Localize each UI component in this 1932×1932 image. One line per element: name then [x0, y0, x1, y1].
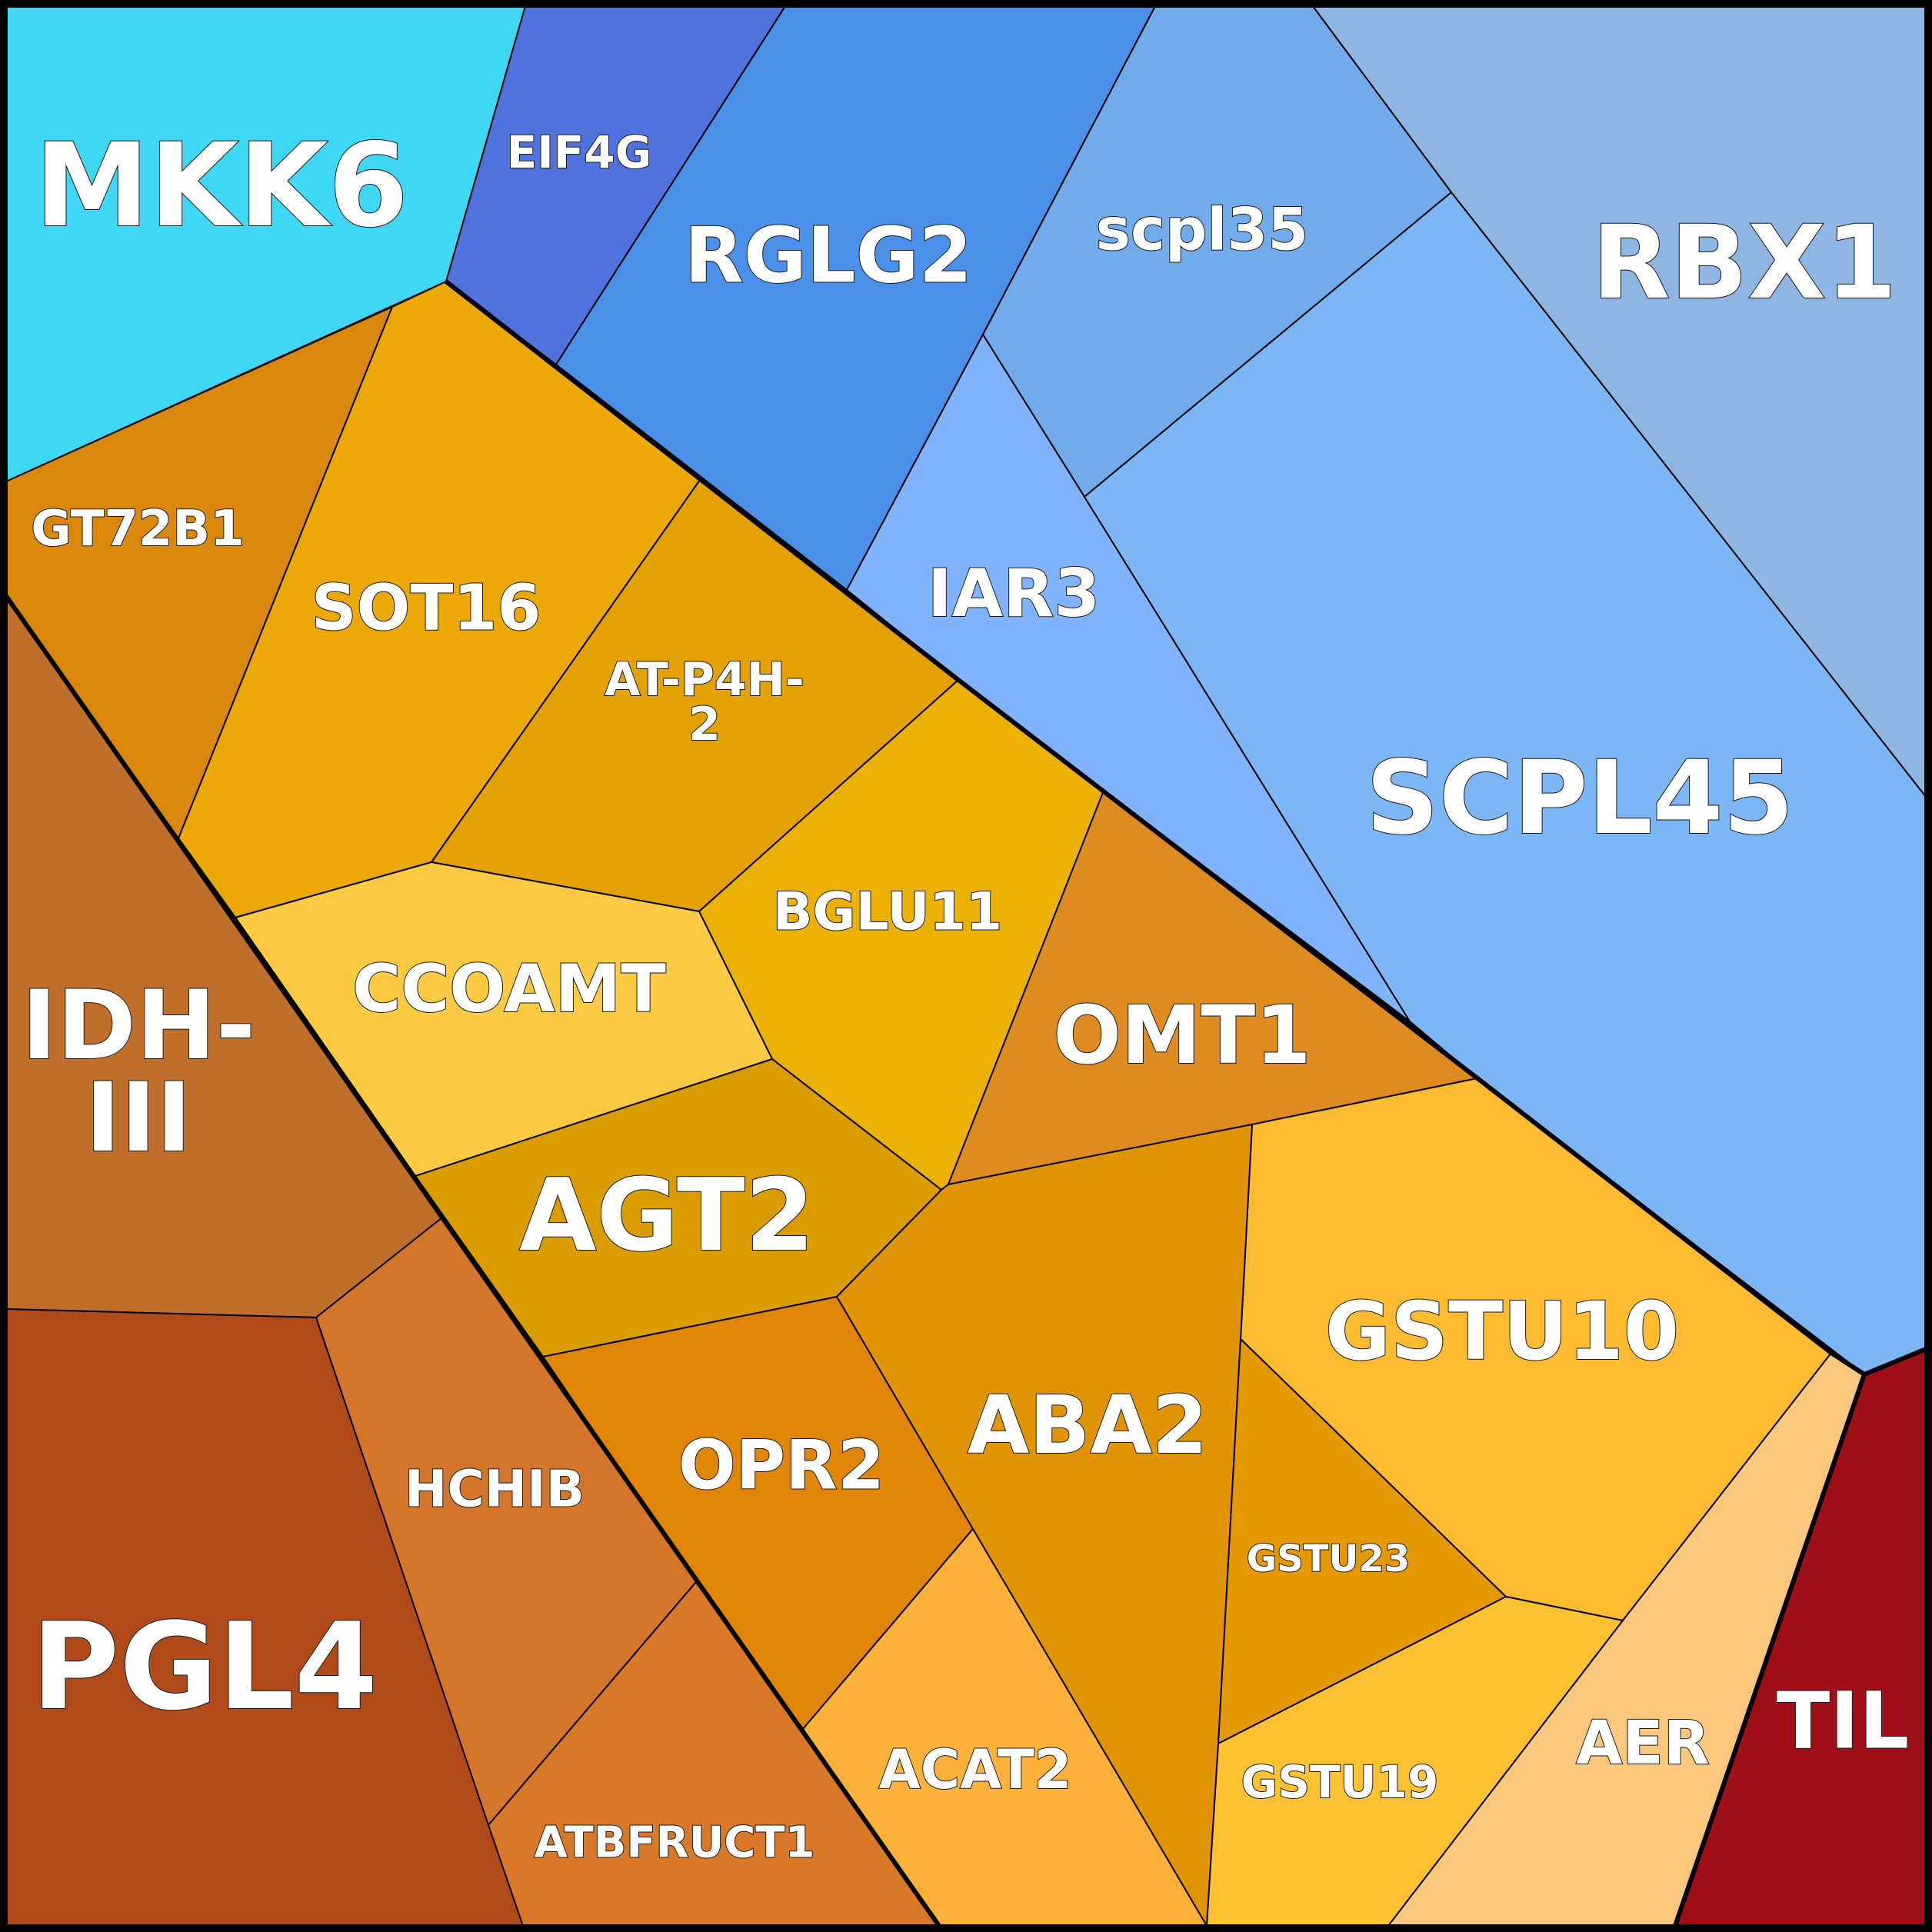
cell-label-idh3-line-1: III: [85, 1063, 192, 1174]
cell-label-gstu10: GSTU10: [1325, 1284, 1679, 1378]
labels-layer: MKK6 EIF4G RGLG2 scpl35 RBX1 IAR3 SCPL45 GT72B1…: [21, 118, 1910, 1869]
group-boundary-1: [4, 595, 941, 1927]
cell-label-gstu23: GSTU23: [1247, 1537, 1410, 1581]
cell-label-hchib: HCHIB: [405, 1460, 585, 1519]
cell-label-til: TIL: [1777, 1676, 1910, 1767]
cell-label-rbx1: RBX1: [1592, 204, 1897, 322]
cell-label-idh3: IDH-III: [22, 971, 255, 1174]
cell-label-gt72b1: GT72B1: [31, 501, 244, 558]
cell-label-atp4h2-line-0: AT-P4H-: [605, 653, 804, 707]
cell-label-sot16: SOT16: [311, 572, 541, 645]
cell-label-eif4g: EIF4G: [507, 126, 652, 178]
cell-label-atp4h2: AT-P4H-2: [605, 653, 804, 751]
cell-label-rglg2: RGLG2: [685, 211, 972, 301]
group-boundary-2: [1673, 1374, 1867, 1927]
cell-label-ccoamt: CCOAMT: [352, 951, 666, 1028]
cell-label-scpl35: scpl35: [1096, 195, 1309, 264]
cell-label-gstu19: GSTU19: [1241, 1756, 1439, 1808]
cell-label-atbfruct1: ATBFRUCT1: [535, 1818, 815, 1868]
cells-layer: [5, 5, 1927, 1927]
cell-label-omt1: OMT1: [1053, 988, 1311, 1082]
cell-label-opr2: OPR2: [678, 1426, 884, 1505]
cell-label-aba2: ABA2: [968, 1378, 1208, 1472]
cell-label-iar3: IAR3: [928, 555, 1101, 632]
cell-label-agt2: AGT2: [519, 1157, 814, 1274]
group-boundary-0: [445, 279, 1927, 1377]
cell-label-idh3-line-0: IDH-: [22, 971, 255, 1081]
cell-label-bglu11: BGLU11: [773, 882, 1002, 943]
cell-label-aer: AER: [1576, 1709, 1710, 1778]
cell-label-mkk6: MKK6: [35, 119, 408, 253]
cell-label-scpl45: SCPL45: [1366, 739, 1794, 858]
cell-label-acat2: ACAT2: [879, 1738, 1072, 1801]
group-boundaries: [4, 279, 1927, 1927]
cell-label-atp4h2-line-1: 2: [688, 698, 721, 751]
cell-label-pgl4: PGL4: [32, 1597, 378, 1737]
